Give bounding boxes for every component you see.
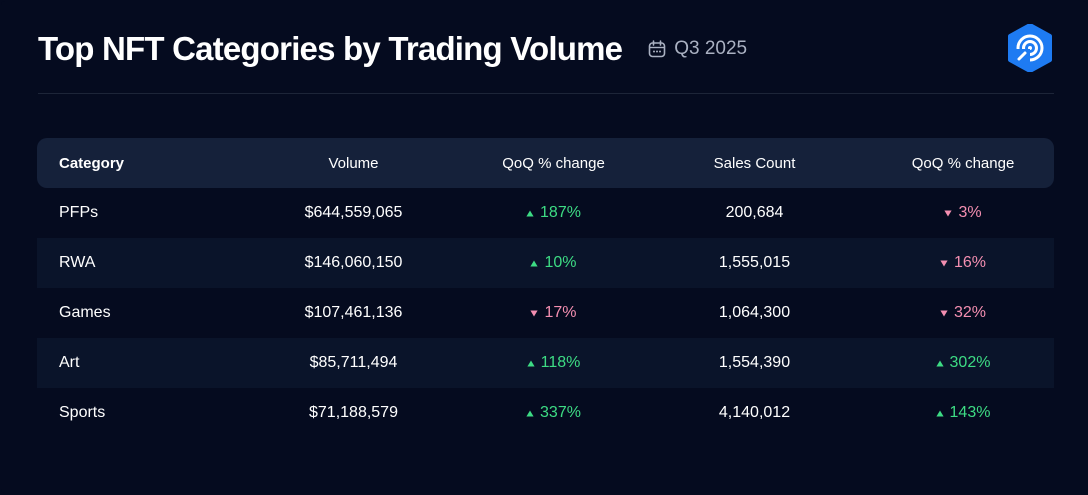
- volume-change-cell: 337%: [470, 404, 637, 423]
- volume-cell: $146,060,150: [304, 254, 403, 271]
- period-label: Q3 2025: [648, 38, 747, 60]
- table-row: RWA $146,060,150 10% 1,555,015 16%: [37, 238, 1054, 288]
- triangle-down-icon: [944, 210, 953, 217]
- volume-change-value: 187%: [526, 204, 581, 222]
- volume-cell: $644,559,065: [304, 204, 403, 221]
- triangle-up-icon: [526, 410, 534, 417]
- volume-change-cell: 10%: [470, 254, 637, 273]
- sales-change-cell: 143%: [872, 404, 1054, 423]
- sales-count-cell: 200,684: [725, 204, 784, 221]
- triangle-up-icon: [530, 260, 539, 267]
- sales-change-value: 302%: [935, 354, 991, 372]
- category-cell: Games: [59, 304, 111, 321]
- table-row: Games $107,461,136 17% 1,064,300 32%: [37, 288, 1054, 338]
- sales-change-cell: 32%: [872, 304, 1054, 323]
- triangle-up-icon: [526, 210, 534, 217]
- sales-change-text: 143%: [949, 404, 991, 422]
- table-header-row: Category Volume QoQ % change Sales Count…: [37, 138, 1054, 188]
- volume-change-text: 10%: [544, 254, 577, 272]
- category-cell: Art: [59, 354, 80, 371]
- triangle-down-icon: [940, 310, 948, 317]
- volume-change-value: 337%: [526, 404, 581, 422]
- category-cell: Sports: [59, 404, 106, 421]
- column-header-sales-change: QoQ % change: [911, 154, 1015, 172]
- volume-change-cell: 187%: [470, 204, 637, 223]
- sales-count-cell: 1,064,300: [718, 304, 791, 321]
- volume-cell: $85,711,494: [309, 354, 398, 371]
- column-header-category: Category: [59, 154, 125, 172]
- triangle-down-icon: [940, 260, 948, 267]
- triangle-down-icon: [530, 310, 539, 317]
- header-divider: [38, 93, 1054, 94]
- categories-table: Category Volume QoQ % change Sales Count…: [37, 138, 1054, 438]
- sales-change-value: 16%: [940, 254, 986, 272]
- column-header-volume-change: QoQ % change: [502, 154, 605, 172]
- sales-change-text: 3%: [958, 204, 982, 222]
- table-row: Sports $71,188,579 337% 4,140,012 143%: [37, 388, 1054, 438]
- volume-change-text: 118%: [540, 354, 581, 372]
- table-row: PFPs $644,559,065 187% 200,684 3%: [37, 188, 1054, 238]
- triangle-up-icon: [527, 360, 535, 367]
- sales-count-cell: 1,555,015: [718, 254, 791, 271]
- sales-count-cell: 4,140,012: [718, 404, 791, 421]
- volume-change-value: 17%: [530, 304, 577, 322]
- sales-change-cell: 302%: [872, 354, 1054, 373]
- sales-count-cell: 1,554,390: [718, 354, 791, 371]
- sales-change-value: 143%: [935, 404, 991, 422]
- calendar-icon: [648, 40, 666, 58]
- page-title: Top NFT Categories by Trading Volume: [38, 30, 623, 67]
- volume-cell: $107,461,136: [304, 304, 403, 321]
- sales-change-cell: 3%: [872, 204, 1054, 223]
- triangle-up-icon: [935, 410, 944, 417]
- category-cell: PFPs: [59, 204, 99, 221]
- sales-change-cell: 16%: [872, 254, 1054, 273]
- volume-change-text: 17%: [544, 304, 577, 322]
- volume-change-text: 187%: [540, 204, 581, 222]
- volume-change-text: 337%: [540, 404, 581, 422]
- period-text: Q3 2025: [674, 38, 748, 59]
- table-row: Art $85,711,494 118% 1,554,390 302%: [37, 338, 1054, 388]
- sales-change-text: 32%: [953, 304, 987, 322]
- volume-change-value: 10%: [530, 254, 577, 272]
- category-cell: RWA: [59, 254, 96, 271]
- volume-change-cell: 118%: [470, 354, 637, 373]
- column-header-sales-count: Sales Count: [713, 154, 796, 172]
- header: Top NFT Categories by Trading Volume Q3 …: [38, 25, 1055, 73]
- logo-icon: [1008, 24, 1052, 72]
- volume-change-value: 118%: [527, 354, 581, 372]
- sales-change-value: 3%: [944, 204, 982, 222]
- table-body: PFPs $644,559,065 187% 200,684 3% RWA $146,060…: [37, 188, 1054, 438]
- volume-cell: $71,188,579: [309, 404, 398, 421]
- sales-change-value: 32%: [940, 304, 986, 322]
- volume-change-cell: 17%: [470, 304, 637, 323]
- sales-change-text: 16%: [953, 254, 987, 272]
- triangle-up-icon: [935, 360, 944, 367]
- sales-change-text: 302%: [949, 354, 991, 372]
- column-header-volume: Volume: [328, 154, 379, 172]
